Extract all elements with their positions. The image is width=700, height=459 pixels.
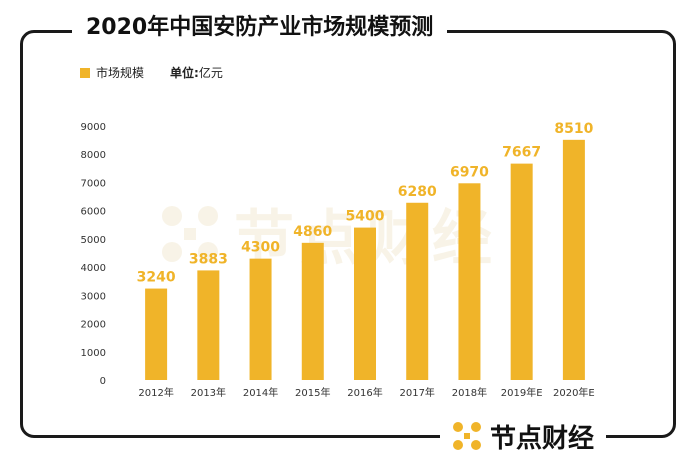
chart-title: 2020年中国安防产业市场规模预测 (72, 10, 448, 46)
bar (562, 139, 585, 380)
bar (249, 258, 272, 380)
bar-value-label: 4860 (293, 224, 332, 240)
legend: 市场规模 (80, 64, 144, 81)
unit-label: 单位:亿元 (170, 64, 223, 81)
y-tick-label: 2000 (81, 320, 106, 331)
y-tick-label: 1000 (81, 348, 106, 359)
x-tick-label: 2020年E (553, 386, 595, 399)
bar-value-label: 3883 (189, 251, 228, 267)
bar (458, 183, 481, 380)
legend-label: 市场规模 (96, 66, 145, 80)
bar-value-label: 5400 (346, 209, 385, 225)
unit-value: 亿元 (198, 66, 223, 80)
x-tick-label: 2018年 (452, 386, 487, 399)
y-tick-label: 6000 (81, 207, 106, 218)
x-tick-label: 2012年 (138, 386, 173, 399)
y-tick-label: 4000 (81, 263, 106, 274)
x-tick-label: 2013年 (191, 386, 226, 399)
bar (406, 202, 429, 380)
y-tick-label: 8000 (81, 150, 106, 161)
y-axis: 0 1000 2000 3000 4000 5000 6000 7000 8000 9000 (81, 122, 106, 387)
unit-key: 单位: (170, 66, 199, 80)
bar (145, 288, 168, 380)
brand-name: 节点财经 (490, 423, 595, 454)
bar (510, 163, 533, 380)
bar (301, 242, 324, 380)
bar-value-label: 6280 (398, 184, 437, 200)
x-tick-label: 2019年E (501, 386, 543, 399)
y-tick-label: 9000 (81, 122, 106, 133)
y-tick-label: 0 (100, 376, 106, 387)
bar-value-label: 6970 (450, 164, 489, 180)
x-axis: 2012年 2013年 2014年 2015年 2016年 2017年 2018年 2019年… (138, 386, 594, 399)
bar-value-label: 3240 (137, 270, 176, 286)
x-tick-label: 2016年 (347, 386, 382, 399)
bar-value-label: 4300 (241, 240, 280, 256)
footer-brand: 节点财经 (440, 418, 607, 454)
x-tick-label: 2017年 (399, 386, 434, 399)
bar-value-labels: 3240 3883 4300 4860 5400 6280 6970 7667 8510 (137, 121, 594, 286)
x-tick-label: 2014年 (243, 386, 278, 399)
legend-swatch (80, 67, 90, 78)
y-tick-label: 5000 (81, 235, 106, 246)
bar-value-label: 7667 (502, 145, 541, 161)
bar-value-label: 8510 (554, 121, 593, 137)
x-tick-label: 2015年 (295, 386, 330, 399)
bar (197, 270, 220, 380)
bars (145, 139, 585, 380)
bar (354, 227, 376, 380)
y-tick-label: 7000 (81, 178, 106, 189)
y-tick-label: 3000 (81, 291, 106, 302)
brand-logo-icon (453, 422, 481, 450)
